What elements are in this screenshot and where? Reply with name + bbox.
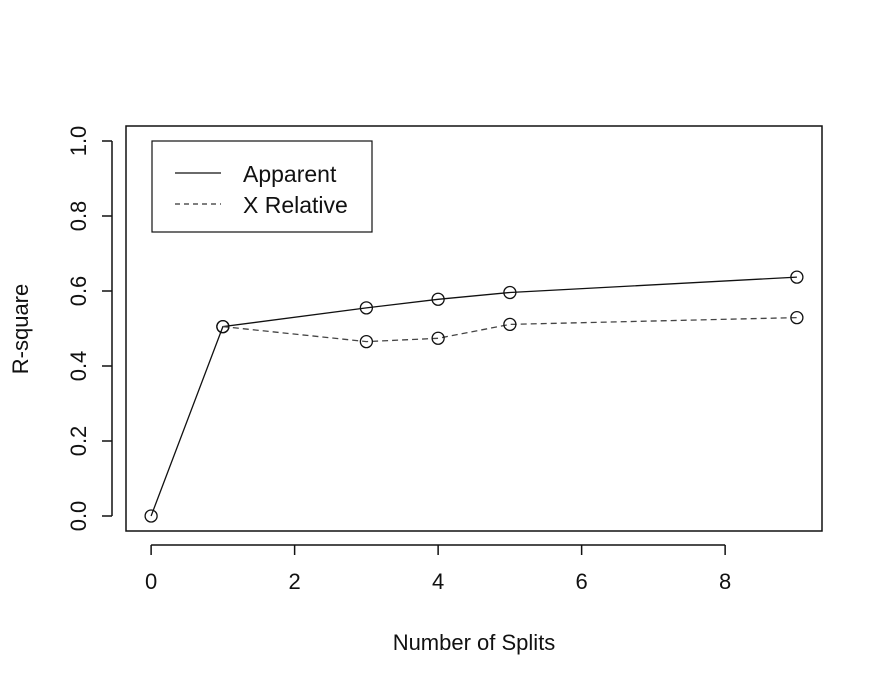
y-tick-label: 0.0 (66, 501, 91, 532)
data-point (144, 509, 158, 523)
y-tick-label: 1.0 (66, 126, 91, 157)
x-axis: 0 2 4 6 8 (145, 544, 731, 594)
y-tick-label: 0.8 (66, 201, 91, 232)
data-point (359, 301, 374, 315)
x-tick-label: 8 (719, 569, 731, 594)
y-tick-label: 0.6 (66, 276, 91, 307)
series-line-0 (150, 276, 797, 517)
data-point (216, 319, 230, 334)
legend-label-x-relative: X Relative (243, 192, 348, 218)
x-tick-label: 0 (145, 569, 157, 594)
data-point (790, 310, 804, 325)
x-tick-label: 2 (288, 569, 300, 594)
x-axis-title: Number of Splits (393, 630, 556, 655)
y-axis: 0.0 0.2 0.4 0.6 0.8 1.0 (66, 126, 113, 532)
x-tick-label: 4 (432, 569, 444, 594)
data-point (790, 270, 804, 284)
data-point (431, 292, 445, 306)
data-point (359, 334, 374, 349)
y-axis-title: R-square (8, 284, 33, 374)
data-point (503, 285, 517, 300)
legend: Apparent X Relative (151, 140, 373, 233)
series-layer (144, 270, 804, 523)
plot-frame (125, 125, 823, 532)
x-tick-label: 6 (576, 569, 588, 594)
y-tick-label: 0.4 (66, 351, 91, 382)
legend-label-apparent: Apparent (243, 161, 337, 187)
y-tick-label: 0.2 (66, 426, 91, 457)
data-point (431, 331, 445, 345)
data-point (503, 317, 517, 332)
legend-box (151, 140, 373, 233)
series-line-1 (222, 316, 797, 343)
